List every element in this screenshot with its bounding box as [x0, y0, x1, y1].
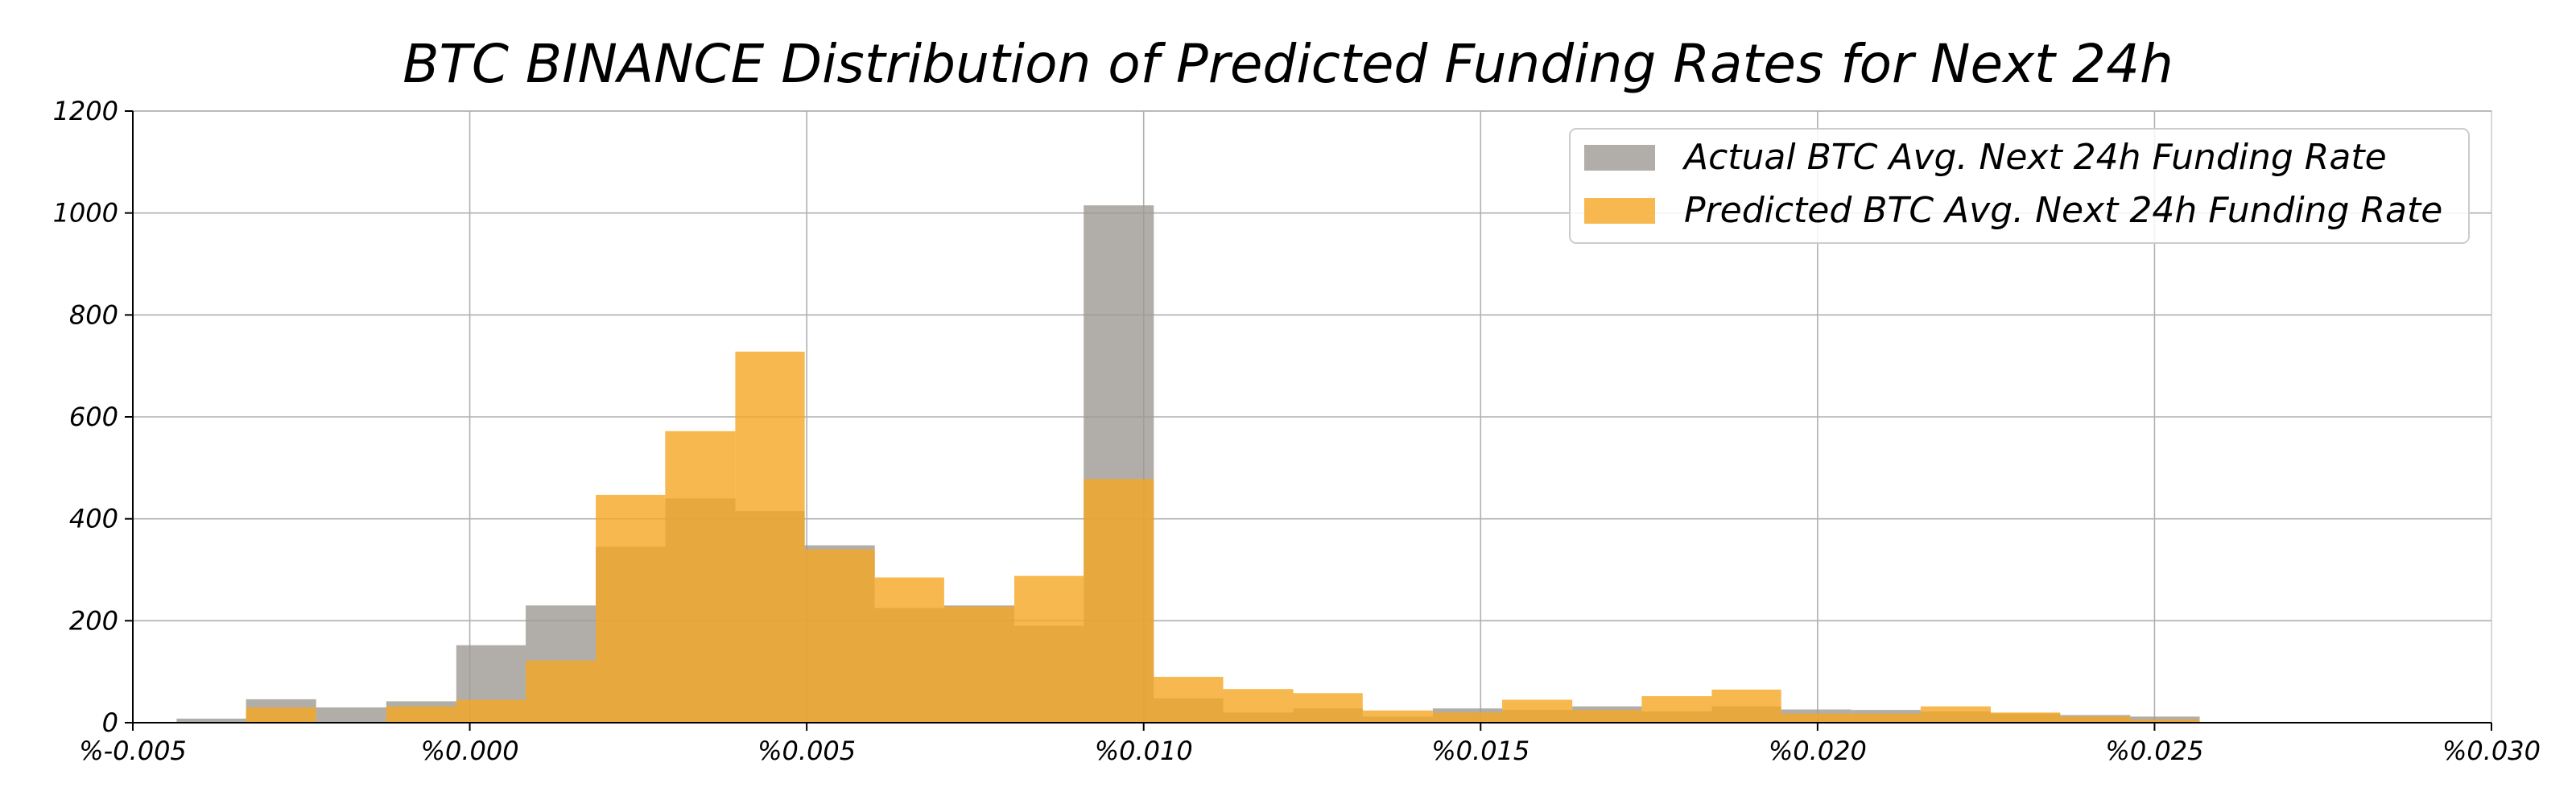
legend-label-actual: Actual BTC Avg. Next 24h Funding Rate [1682, 137, 2387, 178]
legend-frame [1569, 128, 2470, 244]
bar-predicted [1502, 699, 1573, 723]
bars-layer [176, 205, 2200, 723]
y-tick-label: 0 [102, 707, 118, 738]
x-tick-label: %0.015 [1431, 736, 1530, 766]
x-tick-label: %0.025 [2105, 736, 2203, 766]
bar-predicted [1432, 712, 1503, 723]
bar-predicted [1781, 713, 1852, 723]
bar-predicted [456, 699, 526, 723]
bar-predicted [596, 494, 666, 723]
x-tick-label: %0.020 [1769, 736, 1867, 766]
y-tick-label: 200 [69, 605, 118, 636]
legend-swatch-actual [1584, 145, 1655, 171]
y-tick-label: 1000 [53, 198, 118, 229]
y-tick-label: 400 [69, 504, 118, 534]
legend-label-predicted: Predicted BTC Avg. Next 24h Funding Rate [1684, 190, 2442, 231]
bar-predicted [1084, 479, 1154, 723]
bar-predicted [2130, 719, 2200, 723]
bar-predicted [1223, 689, 1294, 723]
axes-layer: 0 200 400 600 800 1000 1200 %-0.005 %0.000 %0.005… [53, 96, 2541, 766]
x-tick-label: %0.005 [758, 736, 856, 766]
bar-predicted [386, 706, 456, 723]
x-tick-label: %-0.005 [79, 736, 187, 766]
x-tick-label: %0.010 [1095, 736, 1193, 766]
bar-predicted [804, 549, 875, 723]
y-tick-label: 800 [69, 299, 118, 330]
bar-predicted [665, 431, 736, 723]
legend: Actual BTC Avg. Next 24h Funding Rate Pr… [1569, 128, 2470, 244]
chart-title: BTC BINANCE Distribution of Predicted Fu… [402, 33, 2174, 95]
bar-predicted [1851, 713, 1921, 723]
bar-actual [176, 718, 246, 723]
bar-predicted [1572, 710, 1642, 723]
bar-predicted [1991, 712, 2061, 723]
bar-predicted [1013, 575, 1084, 723]
bar-actual [316, 707, 386, 723]
x-tick-label: %0.000 [421, 736, 519, 766]
y-tick-label: 1200 [53, 96, 118, 126]
legend-swatch-predicted [1584, 198, 1655, 224]
bar-predicted [1154, 677, 1224, 723]
bar-predicted [735, 351, 805, 723]
x-tick-label: %0.030 [2442, 736, 2541, 766]
bar-predicted [246, 707, 316, 723]
bar-predicted [1362, 710, 1433, 723]
bar-predicted [874, 577, 944, 723]
bar-predicted [1641, 696, 1712, 723]
bar-predicted [1920, 706, 1992, 723]
bar-predicted [2060, 716, 2131, 723]
y-tick-label: 600 [69, 402, 118, 432]
bar-predicted [943, 606, 1014, 723]
bar-predicted [1711, 689, 1781, 723]
bar-predicted [1293, 693, 1363, 723]
bar-predicted [526, 660, 597, 723]
